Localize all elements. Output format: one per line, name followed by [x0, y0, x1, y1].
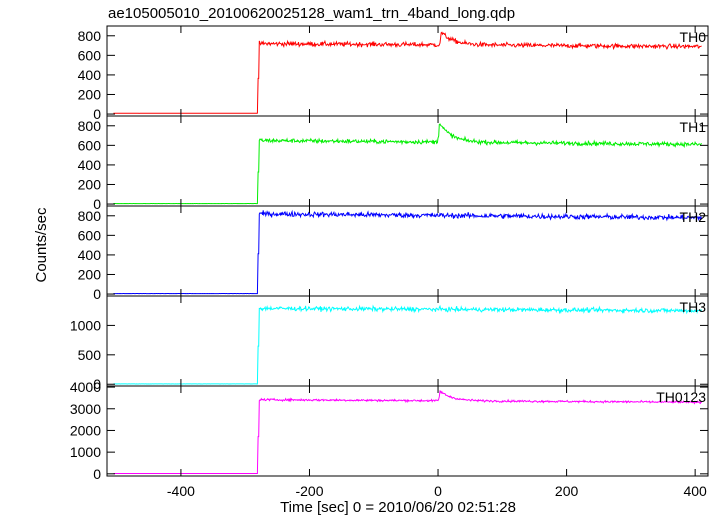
panel-frame [106, 25, 709, 117]
y-tick-label: 400 [78, 157, 102, 173]
series-line-th0123 [113, 390, 703, 474]
panel-frame [106, 205, 709, 297]
y-tick-label: 600 [78, 47, 102, 63]
y-tick-label: 600 [78, 227, 102, 243]
y-tick-label: 1000 [70, 444, 101, 460]
panel-th0123: 0 1000 2000 3000 4000 TH0123 [70, 379, 709, 482]
panel-th2: 0 200 400 600 800 TH2 [78, 205, 709, 302]
y-axis-title: Counts/sec [33, 207, 50, 283]
x-tick-label: -200 [295, 483, 323, 499]
y-tick-label: 3000 [70, 401, 101, 417]
y-tick-label: 200 [78, 266, 102, 282]
x-tick-label: -400 [167, 483, 195, 499]
series-line-th2 [113, 209, 703, 295]
y-tick-label: 0 [93, 286, 101, 302]
panel-frame [106, 385, 709, 477]
panel-label-th0123: TH0123 [656, 389, 706, 405]
panels-group: 0 200 400 600 800 TH0 0 200 400 600 800 TH1 0 200 400 6… [70, 25, 709, 499]
x-tick-label: 0 [434, 483, 442, 499]
y-tick-label: 400 [78, 67, 102, 83]
y-tick-label: 800 [78, 208, 102, 224]
y-tick-label: 0 [93, 466, 101, 482]
y-tick-label: 0 [93, 196, 101, 212]
panel-th3: 0 500 1000 TH3 [70, 295, 709, 392]
y-tick-label: 800 [78, 118, 102, 134]
panel-label-th1: TH1 [680, 119, 707, 135]
panel-label-th2: TH2 [680, 209, 707, 225]
y-tick-label: 4000 [70, 379, 101, 395]
y-tick-label: 200 [78, 176, 102, 192]
x-tick-label: 400 [683, 483, 707, 499]
series-line-th0 [113, 31, 702, 114]
y-tick-label: 2000 [70, 422, 101, 438]
panel-th1: 0 200 400 600 800 TH1 [78, 115, 709, 212]
chart-title: ae105005010_20100620025128_wam1_trn_4ban… [108, 5, 515, 22]
y-tick-label: 200 [78, 86, 102, 102]
x-axis-title: Time [sec] 0 = 2010/06/20 02:51:28 [280, 499, 516, 516]
y-tick-label: 500 [78, 347, 102, 363]
series-line-th1 [113, 123, 702, 205]
y-tick-label: 600 [78, 137, 102, 153]
x-tick-label: 200 [555, 483, 579, 499]
panel-frame [106, 295, 709, 387]
series-line-th3 [113, 304, 703, 385]
y-tick-label: 1000 [70, 317, 101, 333]
panel-frame [106, 115, 709, 207]
panel-th0: 0 200 400 600 800 TH0 [78, 25, 709, 122]
panel-label-th0: TH0 [680, 29, 707, 45]
y-tick-label: 0 [93, 106, 101, 122]
y-tick-label: 0 [93, 376, 101, 392]
y-tick-label: 800 [78, 28, 102, 44]
panel-label-th3: TH3 [680, 299, 707, 315]
y-tick-label: 400 [78, 247, 102, 263]
